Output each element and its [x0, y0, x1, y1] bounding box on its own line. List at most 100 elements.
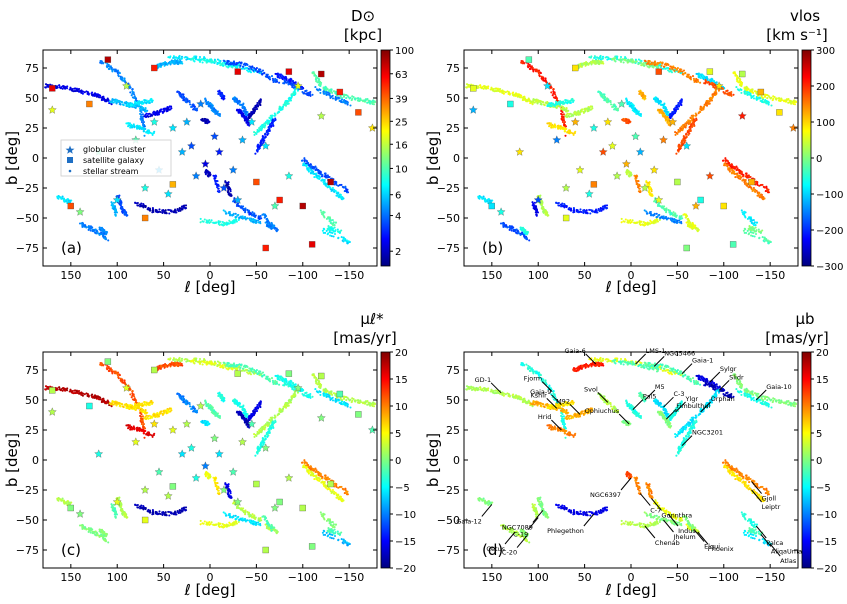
stream-star — [270, 222, 273, 225]
stream-star — [679, 99, 682, 102]
stream-star — [144, 205, 147, 208]
stream-star — [247, 70, 250, 73]
globular-cluster-marker — [210, 131, 219, 141]
stream-star — [123, 79, 126, 82]
globular-cluster-marker — [284, 171, 294, 180]
stream-star — [660, 64, 663, 67]
stream-star — [536, 70, 539, 73]
stream-star — [266, 133, 269, 136]
stream-star — [133, 95, 136, 98]
stream-star — [125, 104, 128, 108]
stream-star — [562, 115, 565, 118]
stream-star — [265, 130, 269, 134]
satellite-galaxy-marker — [104, 56, 112, 63]
plot-area-b — [465, 54, 798, 252]
stream-star — [168, 56, 171, 59]
stream-star — [83, 224, 86, 227]
stream-star — [479, 84, 482, 87]
stream-star — [103, 232, 106, 235]
stream-star — [272, 225, 275, 228]
legend-cluster-label: globular cluster — [83, 145, 146, 154]
stream-star — [273, 79, 276, 83]
stream-star — [698, 76, 701, 79]
stream-star — [678, 70, 681, 73]
stream-star — [240, 67, 243, 70]
stream-star — [677, 130, 681, 133]
stream-star — [107, 68, 111, 71]
stream-star — [661, 67, 664, 70]
stream-star — [563, 126, 566, 129]
stream-star — [657, 102, 660, 105]
stream-star — [142, 126, 145, 129]
satellite-galaxy-marker — [336, 88, 344, 96]
stream-star — [639, 89, 642, 92]
stream-star — [78, 87, 81, 91]
stream-star — [81, 224, 84, 227]
stream-star — [637, 63, 640, 66]
y-tick-label: 75 — [25, 62, 39, 75]
stream-star — [201, 61, 204, 64]
stream-star — [313, 176, 316, 179]
stream-star — [568, 115, 571, 118]
stream-palca — [319, 209, 338, 227]
stream-star — [635, 60, 638, 63]
stream-star — [138, 203, 142, 206]
stream-star — [216, 63, 219, 66]
stream-star — [724, 92, 727, 95]
stream-star — [259, 141, 262, 144]
x-axis-label-a: ℓ [deg] — [184, 278, 236, 296]
stream-star — [724, 157, 727, 160]
stream-star — [696, 80, 699, 83]
stream-star — [155, 113, 158, 116]
stream-star — [152, 209, 155, 212]
stream-star — [648, 60, 651, 63]
satellite-galaxy-marker — [276, 196, 283, 204]
stream-star — [324, 85, 327, 88]
stream-star — [142, 121, 145, 124]
stream-star — [262, 137, 265, 140]
stream-star — [550, 102, 553, 105]
stream-star — [490, 86, 493, 89]
stream-star — [141, 115, 144, 118]
stream-star — [125, 214, 128, 217]
panel-letter-a: (a) — [61, 239, 82, 257]
stream-star — [764, 100, 767, 103]
stream-star — [105, 231, 109, 234]
stream-c-19 — [110, 201, 119, 217]
stream-star — [537, 72, 540, 75]
stream-star — [617, 58, 620, 61]
stream-leiptr — [302, 162, 345, 201]
stream-star — [329, 234, 332, 237]
stream-star — [319, 209, 322, 212]
stream-star — [489, 88, 492, 91]
stream-star — [143, 115, 146, 118]
stream-ylgr — [247, 98, 262, 120]
stream-star — [268, 129, 271, 132]
globular-cluster-marker — [191, 171, 201, 180]
stream-star — [675, 131, 678, 134]
stream-star — [202, 220, 205, 223]
stream-star — [210, 60, 213, 63]
stream-star — [679, 68, 682, 71]
stream-star — [332, 224, 335, 227]
globular-cluster-marker — [75, 207, 85, 216]
stream-star — [231, 214, 234, 217]
stream-star — [704, 102, 707, 105]
stream-star — [159, 110, 162, 113]
stream-star — [597, 57, 600, 60]
stream-star — [340, 97, 344, 100]
stream-star — [572, 133, 575, 136]
stream-star — [204, 118, 207, 121]
stream-gjoll — [300, 157, 350, 194]
stream-star — [89, 229, 92, 232]
stream-star — [730, 90, 733, 94]
stream-star — [324, 172, 327, 175]
stream-star — [136, 127, 139, 130]
stream-star — [633, 110, 636, 113]
stream-star — [241, 112, 244, 115]
stream-star — [95, 229, 98, 232]
x-tick-label: −150 — [334, 269, 364, 282]
stream-star — [169, 62, 172, 65]
stream-star — [166, 108, 169, 111]
stream-star — [236, 214, 239, 217]
